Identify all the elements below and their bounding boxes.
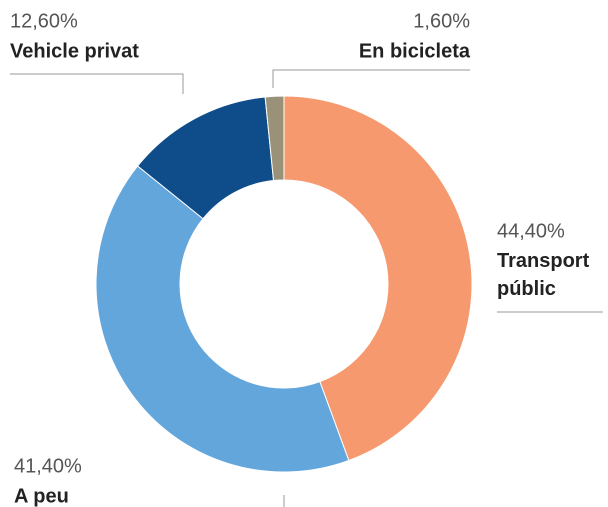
value-label: 44,40% — [497, 220, 565, 242]
category-label: Vehicle privat — [10, 40, 139, 62]
slice — [283, 95, 473, 462]
value-label: 1,60% — [413, 10, 470, 32]
leader-line — [272, 69, 470, 88]
category-label: En bicicleta — [359, 40, 471, 62]
leader-line — [10, 73, 184, 94]
category-label: Transport públic — [497, 250, 590, 300]
category-label: A peu — [14, 485, 69, 507]
slice — [264, 95, 285, 182]
value-label: 41,40% — [14, 455, 82, 477]
slice — [95, 165, 350, 473]
category-word: públic — [497, 278, 556, 300]
category-word: Transport — [497, 250, 590, 272]
value-label: 12,60% — [10, 10, 78, 32]
